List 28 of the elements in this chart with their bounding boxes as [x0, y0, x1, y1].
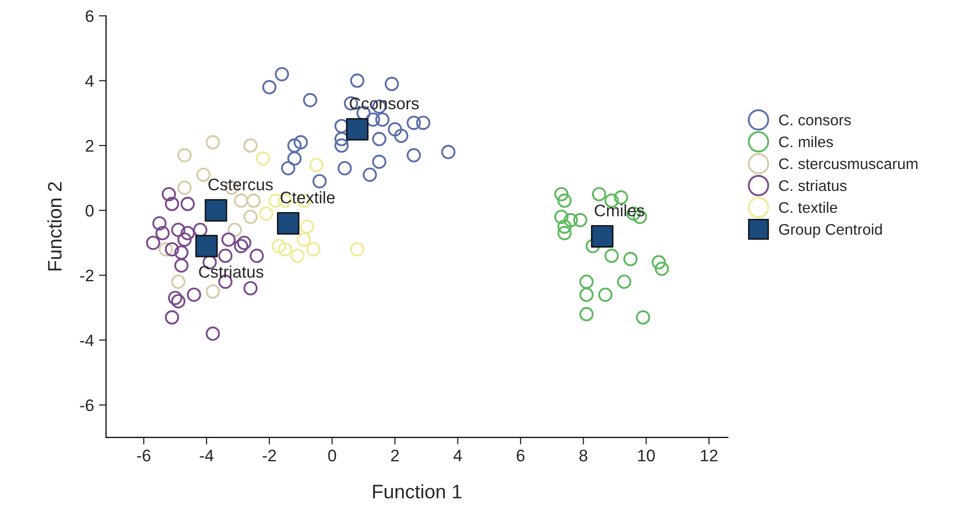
y-tick-label: -4	[80, 334, 94, 346]
y-tick-label: -6	[80, 399, 94, 412]
x-tick-label: 4	[454, 450, 462, 462]
x-tick-label: -4	[200, 450, 214, 462]
x-tick-label: 6	[516, 450, 524, 462]
x-tick-label: -2	[262, 450, 276, 462]
legend-label: C. stercusmuscarum	[779, 158, 918, 170]
x-tick-label: 2	[391, 450, 399, 462]
x-tick-label: 8	[579, 450, 588, 462]
legend-label: C. consors	[779, 114, 851, 126]
legend-label: C. miles	[779, 136, 833, 148]
annotation: Cstriatus	[199, 266, 264, 278]
annotation: Cstercus	[208, 178, 273, 190]
x-tick-label: 10	[638, 450, 655, 462]
x-tick-label: -6	[137, 450, 150, 462]
legend-label: Group Centroid	[779, 224, 882, 238]
y-tick-label: 0	[86, 204, 94, 217]
y-tick-label: 2	[86, 140, 94, 152]
x-tick-label: 0	[328, 450, 336, 462]
y-tick-label: -2	[80, 270, 94, 282]
x-tick-label: 12	[700, 450, 718, 462]
y-tick-label: 6	[86, 10, 94, 22]
x-axis-title: Function 1	[373, 484, 462, 498]
y-axis-title: Function 2	[47, 182, 62, 270]
y-tick-label: 4	[85, 75, 94, 87]
legend-label: C. textile	[779, 202, 838, 213]
legend-label: C. striatus	[779, 180, 847, 192]
annotation: Ctextile	[280, 191, 335, 204]
